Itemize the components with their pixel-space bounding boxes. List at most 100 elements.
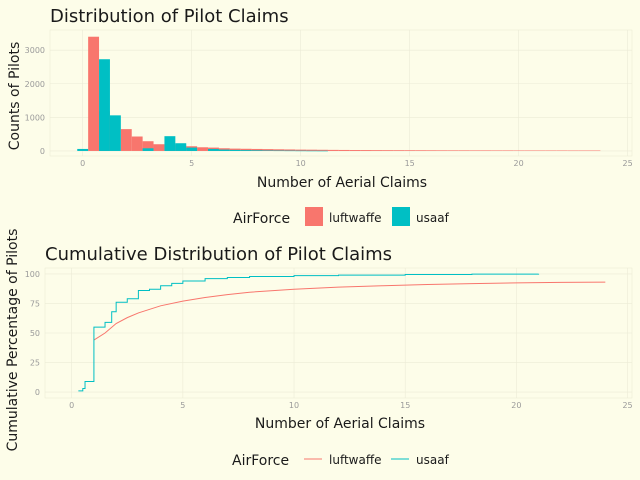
bar-luftwaffe [502,150,514,151]
bar-luftwaffe [480,150,492,151]
bar-chart-y-tick-label: 1000 [25,113,45,122]
bar-chart-tick-labels: 0 5 10 15 20 25 0 1000 2000 3000 [25,46,633,168]
bar-chart-y-tick-label: 2000 [25,80,45,89]
line-chart-legend: AirForce luftwaffe usaaf [232,453,450,469]
bar-luftwaffe [338,149,350,151]
bar-usaaf [284,150,296,152]
bar-chart-y-tick-label: 3000 [25,46,45,55]
bar-chart-legend: AirForce luftwaffe usaaf [233,207,450,227]
bar-luftwaffe [229,148,241,151]
bar-luftwaffe [284,149,296,151]
line-chart-y-tick-label: 0 [35,388,40,397]
bar-luftwaffe [469,150,481,151]
bar-luftwaffe [295,149,307,151]
bar-chart-x-tick-label: 20 [514,159,524,168]
line-chart-gridlines [44,267,633,399]
bar-luftwaffe [382,150,394,151]
bar-luftwaffe [317,149,328,151]
bar-chart-gridlines [49,29,633,157]
line-chart-x-tick-label: 25 [622,401,632,410]
bar-usaaf [175,143,187,151]
bar-luftwaffe [240,148,252,151]
bar-luftwaffe [404,150,416,151]
bar-usaaf [317,150,328,152]
line-chart-y-axis-title: Cumulative Percentage of Pilots [5,229,21,452]
bar-chart-bars [77,36,601,152]
line-chart-tick-labels: 0 5 10 15 20 25 0 25 50 75 100 [25,270,633,410]
bar-usaaf [142,148,154,151]
bar-usaaf [99,59,110,151]
line-chart-y-tick-label: 75 [30,299,40,308]
bar-luftwaffe [589,150,601,152]
bar-usaaf [229,149,241,151]
bar-luftwaffe [327,149,339,151]
bar-legend-label-usaaf: usaaf [416,211,450,225]
line-legend-label-usaaf: usaaf [416,453,450,467]
bar-chart-x-tick-label: 5 [189,159,194,168]
bar-usaaf [262,150,274,151]
bar-luftwaffe [393,150,405,151]
bar-usaaf [218,149,230,151]
bar-luftwaffe [458,150,470,151]
bar-usaaf [306,150,318,152]
bar-luftwaffe [120,129,132,151]
bar-luftwaffe [524,150,535,151]
bar-legend-label-luftwaffe: luftwaffe [329,211,381,225]
bar-luftwaffe [545,150,557,151]
line-chart-panel: Cumulative Distribution of Pilot Claims … [5,229,633,452]
line-chart-lines [78,273,606,392]
bar-luftwaffe [142,141,154,151]
bar-luftwaffe [197,147,209,151]
bar-luftwaffe [415,150,427,151]
bar-luftwaffe [426,150,437,151]
bar-luftwaffe [567,150,579,152]
bar-usaaf [109,115,121,151]
bar-legend-key-usaaf [392,207,410,226]
bar-luftwaffe [360,150,372,151]
bar-luftwaffe [273,149,285,151]
bar-chart-title: Distribution of Pilot Claims [50,6,289,27]
line-luftwaffe [93,281,606,341]
bar-usaaf [295,150,307,152]
line-chart-x-tick-label: 20 [511,401,521,410]
bar-chart-panel: Distribution of Pilot Claims Number of A… [7,6,633,191]
bar-usaaf [251,150,263,151]
line-chart-x-tick-label: 0 [69,401,74,410]
bar-luftwaffe [262,149,274,151]
bar-luftwaffe [349,150,361,151]
line-chart-x-tick-label: 15 [400,401,410,410]
bar-luftwaffe [513,150,525,151]
bar-chart-panel-border [49,29,633,157]
line-chart-y-tick-label: 100 [25,270,40,279]
line-legend-title: AirForce [232,453,289,469]
bar-usaaf [186,147,198,151]
bar-luftwaffe [251,148,263,151]
line-chart-y-tick-label: 25 [30,359,40,368]
bar-chart-y-tick-label: 0 [40,147,45,156]
line-chart-x-axis-title: Number of Aerial Claims [255,416,425,432]
line-legend-label-luftwaffe: luftwaffe [329,453,381,467]
bar-legend-key-luftwaffe [305,207,323,226]
bar-usaaf [208,148,219,151]
bar-chart-x-tick-label: 10 [296,159,306,168]
bar-usaaf [273,150,285,152]
line-chart-x-tick-label: 10 [289,401,299,410]
bar-luftwaffe [556,150,568,151]
bar-luftwaffe [491,150,503,151]
bar-luftwaffe [88,36,100,151]
bar-usaaf [164,136,176,151]
bar-luftwaffe [306,149,318,151]
line-chart-y-tick-label: 50 [30,329,40,338]
bar-chart-x-tick-label: 25 [623,159,633,168]
bar-chart-y-axis-title: Counts of Pilots [7,42,23,151]
bar-luftwaffe [371,150,383,151]
bar-luftwaffe [535,150,546,151]
bar-chart-x-axis-title: Number of Aerial Claims [257,175,427,191]
bar-usaaf [240,150,252,151]
bar-luftwaffe [447,150,459,151]
line-chart-title: Cumulative Distribution of Pilot Claims [45,244,392,265]
line-chart-x-tick-label: 5 [180,401,185,410]
bar-luftwaffe [131,136,143,151]
bar-luftwaffe [153,144,165,151]
